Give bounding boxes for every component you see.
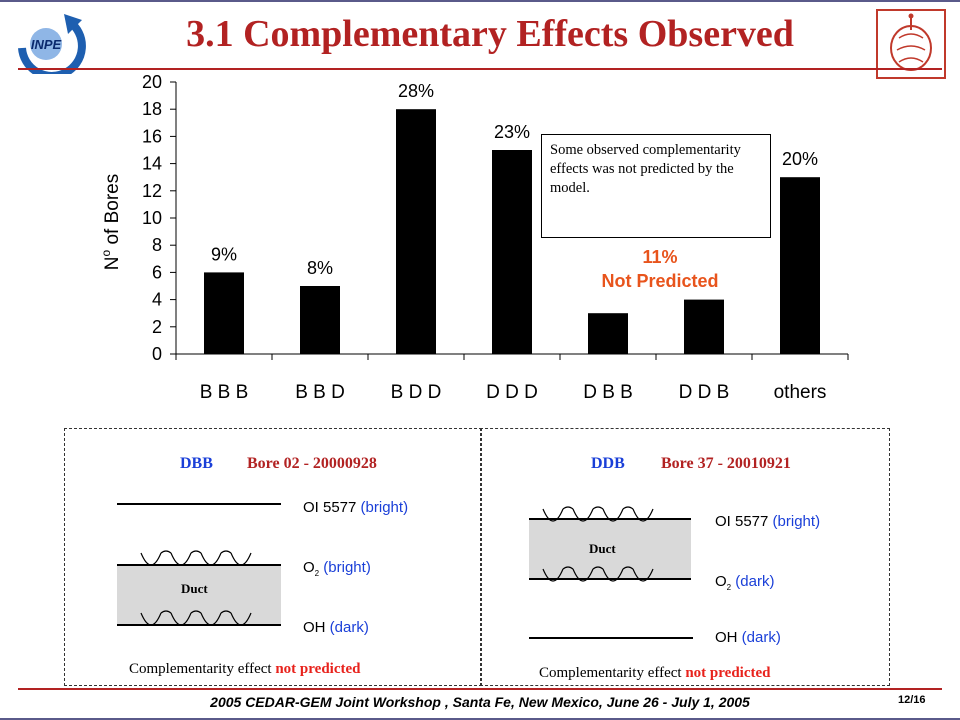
wave-top-icon xyxy=(542,506,654,522)
duct-label: Duct xyxy=(589,541,616,556)
panel-bore: Bore 02 - 20000928 xyxy=(247,455,377,472)
bar xyxy=(300,286,340,354)
chart-axes: 0 2 4 6 8 10 12 14 16 18 20 B B B B B D B D D D D D D B… xyxy=(142,72,849,403)
y-tick-label: 10 xyxy=(142,208,162,228)
footer-rule xyxy=(18,688,942,690)
not-predicted-annotation: 11% Not Predicted xyxy=(560,245,760,293)
not-predicted-percent: 11% xyxy=(642,247,678,267)
y-tick-label: 8 xyxy=(152,235,162,255)
duct-top-line xyxy=(529,518,691,520)
x-tick-label: B D D xyxy=(391,382,442,403)
y-tick-label: 12 xyxy=(142,181,162,201)
oi-layer-line xyxy=(117,503,281,505)
x-tick-label: D D D xyxy=(486,382,538,403)
bar xyxy=(780,177,820,354)
slide-title: 3.1 Complementary Effects Observed xyxy=(186,13,794,55)
x-tick-label: D B B xyxy=(583,382,633,403)
bar-data-label: 20% xyxy=(782,149,818,169)
duct-region xyxy=(529,519,691,579)
y-tick-label: 14 xyxy=(142,154,162,174)
oh-emission-label: OH (dark) xyxy=(303,619,369,636)
panel-bore: Bore 37 - 20010921 xyxy=(661,455,791,472)
o2-emission-label: O2 (bright) xyxy=(303,559,371,578)
wave-bottom-icon xyxy=(140,610,252,626)
y-tick-label: 16 xyxy=(142,126,162,146)
bar xyxy=(684,299,724,354)
x-tick-label: D D B xyxy=(679,382,730,403)
wave-bottom-icon xyxy=(542,566,654,582)
lab-emblem-logo xyxy=(876,9,946,79)
inpe-logo: INPE xyxy=(18,14,86,74)
bar xyxy=(588,313,628,354)
y-tick-label: 18 xyxy=(142,99,162,119)
oh-emission-label: OH (dark) xyxy=(715,629,781,646)
duct-top-line xyxy=(117,564,281,566)
panel-dbb: DBB Bore 02 - 20000928 OI 5577 (bright) … xyxy=(64,428,482,686)
page-number: 12/16 xyxy=(898,694,926,706)
panel-caption: Complementarity effect not predicted xyxy=(539,665,771,681)
not-predicted-label: Not Predicted xyxy=(601,271,719,291)
y-axis-label: No of Bores xyxy=(99,174,123,270)
oh-layer-line xyxy=(529,637,693,639)
slide-footer: 2005 CEDAR-GEM Joint Workshop , Santa Fe… xyxy=(210,694,750,710)
y-tick-label: 6 xyxy=(152,262,162,282)
title-rule xyxy=(18,68,942,70)
x-tick-label: B B D xyxy=(295,382,345,403)
chart-bars: 9% 8% 28% 23% 20% xyxy=(204,81,820,354)
panel-caption: Complementarity effect not predicted xyxy=(129,661,361,677)
panel-ddb: DDB Bore 37 - 20010921 Duct OI 5577 (bri… xyxy=(480,428,890,686)
duct-label: Duct xyxy=(181,581,208,596)
bar-data-label: 23% xyxy=(494,122,530,142)
oi-emission-label: OI 5577 (bright) xyxy=(303,499,409,516)
bar xyxy=(492,150,532,354)
duct-bottom-line xyxy=(529,578,691,580)
bar xyxy=(396,109,436,354)
bar-data-label: 28% xyxy=(398,81,434,101)
wave-top-icon xyxy=(140,550,252,566)
duct-region xyxy=(117,565,281,625)
x-tick-label: B B B xyxy=(200,382,249,403)
inpe-logo-text: INPE xyxy=(31,37,62,52)
duct-bottom-line xyxy=(117,624,281,626)
x-tick-label: others xyxy=(774,382,827,403)
bar-chart: 0 2 4 6 8 10 12 14 16 18 20 B B B B B D B D D D D D D B… xyxy=(99,72,849,403)
o2-emission-label: O2 (dark) xyxy=(715,573,775,592)
panel-tag: DBB xyxy=(180,455,213,472)
y-tick-label: 2 xyxy=(152,317,162,337)
bar xyxy=(204,272,244,354)
y-tick-label: 4 xyxy=(152,290,162,310)
bar-data-label: 8% xyxy=(307,258,333,278)
annotation-box: Some observed complementarity effects wa… xyxy=(541,134,771,238)
bar-data-label: 9% xyxy=(211,244,237,264)
y-tick-label: 0 xyxy=(152,344,162,364)
panel-tag: DDB xyxy=(591,455,625,472)
oi-emission-label: OI 5577 (bright) xyxy=(715,513,821,530)
slide-frame-top xyxy=(0,0,960,2)
slide-frame-bottom xyxy=(0,718,960,720)
y-tick-label: 20 xyxy=(142,72,162,92)
